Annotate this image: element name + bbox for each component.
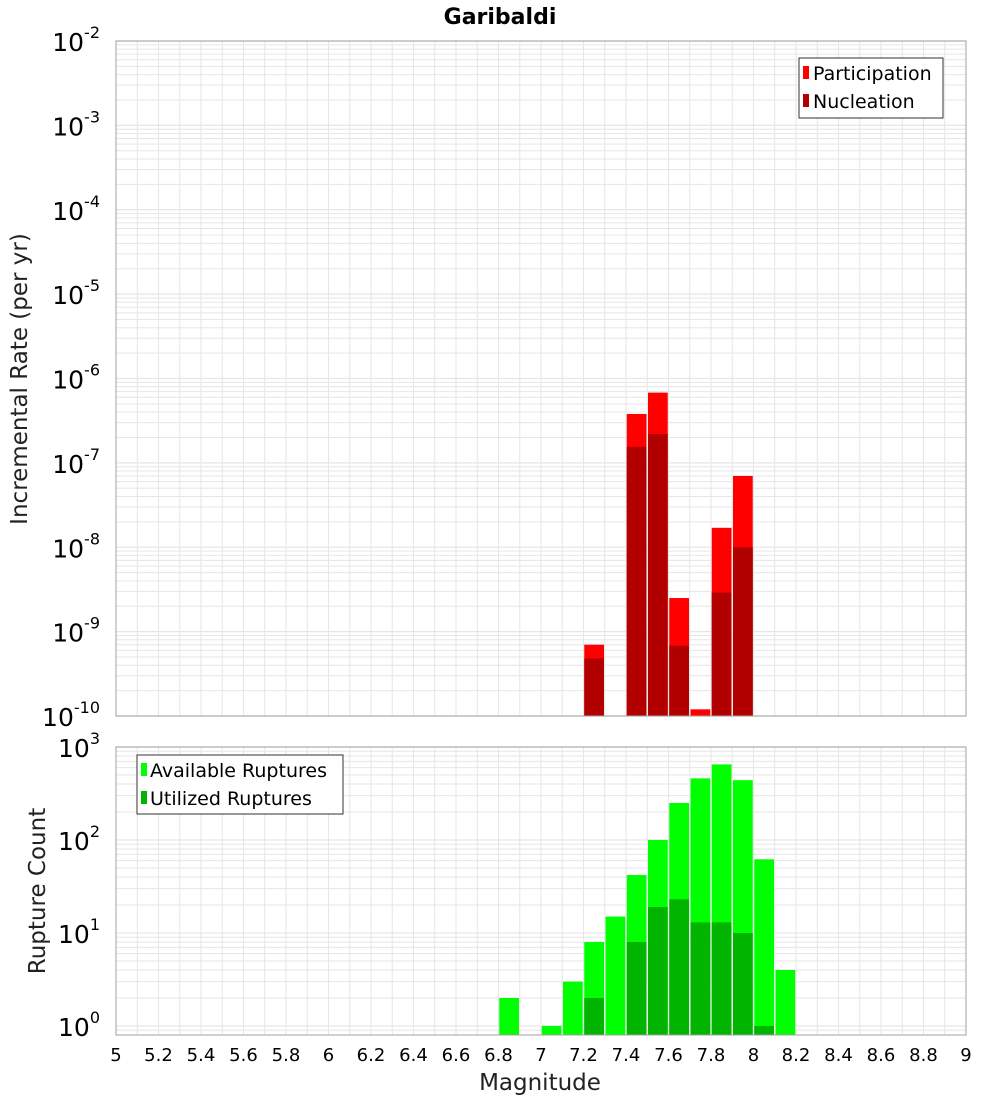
legend-swatch-available <box>141 763 147 776</box>
x-tick-label: 7 <box>535 1045 546 1066</box>
rate-bar-participation <box>690 709 711 716</box>
rate-y-ticks: 10-10 10-9 10-8 10-7 10-6 10-5 10-4 10-3 10-2 <box>42 23 100 732</box>
rate-legend-box <box>798 57 944 119</box>
rate-panel: 10-10 10-9 10-8 10-7 10-6 10-5 10-4 10-3 10-2 In… <box>7 23 967 732</box>
count-bar-available-ruptures <box>499 997 519 1035</box>
count-bar-available-ruptures <box>563 981 583 1035</box>
x-tick-label: 7.8 <box>697 1045 726 1066</box>
count-y-tick-label: 102 <box>58 822 100 856</box>
count-bar-available-ruptures <box>754 859 774 1035</box>
legend-swatch-utilized <box>141 791 147 804</box>
x-tick-label: 7.4 <box>612 1045 641 1066</box>
rate-y-tick-label: 10-7 <box>52 445 100 479</box>
chart-title: Garibaldi <box>444 5 557 30</box>
count-bar-available-ruptures <box>541 1025 562 1035</box>
rate-legend: Participation Nucleation <box>798 57 944 119</box>
rate-y-axis-title: Incremental Rate (per yr) <box>7 233 33 525</box>
count-bar-utilized-ruptures <box>626 942 647 1035</box>
count-y-tick-label: 100 <box>58 1008 100 1042</box>
x-tick-label: 6 <box>323 1045 334 1066</box>
rate-y-tick-label: 10-4 <box>52 192 100 226</box>
rate-y-tick-label: 10-9 <box>52 614 100 648</box>
count-bars <box>499 764 796 1035</box>
count-y-tick-label: 103 <box>58 729 100 763</box>
x-tick-label: 8 <box>748 1045 759 1066</box>
legend-label-available: Available Ruptures <box>150 760 327 782</box>
x-tick-label: 5.2 <box>144 1045 173 1066</box>
rate-y-tick-label: 10-3 <box>52 107 100 141</box>
count-bar-utilized-ruptures <box>584 997 604 1035</box>
rate-y-tick-label: 10-8 <box>52 529 100 563</box>
count-y-ticks: 100 101 102 103 <box>58 729 100 1042</box>
x-tick-label: 9 <box>960 1045 971 1066</box>
rate-bar-nucleation <box>626 446 647 716</box>
count-bar-utilized-ruptures <box>648 907 668 1035</box>
count-bar-utilized-ruptures <box>733 932 753 1035</box>
x-tick-label: 6.4 <box>399 1045 428 1066</box>
count-y-axis-title: Rupture Count <box>25 808 51 974</box>
rate-y-tick-label: 10-2 <box>52 23 100 57</box>
x-tick-label: 6.2 <box>357 1045 386 1066</box>
legend-label-utilized: Utilized Ruptures <box>150 788 312 810</box>
count-bar-available-ruptures <box>775 969 796 1035</box>
rate-bars <box>584 392 753 716</box>
count-bar-utilized-ruptures <box>669 899 689 1035</box>
count-legend-box <box>136 754 344 815</box>
rate-bar-nucleation <box>711 592 732 716</box>
rate-bar-nucleation <box>648 433 668 716</box>
x-tick-label: 5.6 <box>229 1045 258 1066</box>
x-tick-label: 5.8 <box>272 1045 301 1066</box>
x-tick-label: 6.8 <box>484 1045 513 1066</box>
count-y-tick-label: 101 <box>58 915 100 949</box>
rate-bar-nucleation <box>733 547 753 716</box>
x-axis-title: Magnitude <box>479 1070 601 1096</box>
x-tick-label: 7.2 <box>569 1045 598 1066</box>
legend-swatch-nucleation <box>803 94 809 107</box>
legend-label-nucleation: Nucleation <box>813 91 915 113</box>
count-bar-utilized-ruptures <box>711 922 732 1035</box>
count-bar-utilized-ruptures <box>690 922 711 1035</box>
count-bar-available-ruptures <box>605 916 626 1035</box>
count-panel: 100 101 102 103 Rupture Count Available Rup… <box>25 729 967 1042</box>
rate-gridlines <box>115 40 967 717</box>
x-tick-label: 5.4 <box>187 1045 216 1066</box>
x-axis-ticks: 5 5.2 5.4 5.6 5.8 6 6.2 6.4 6.6 6.8 7 7.2 7.4 7.6 7.8 8… <box>110 1045 971 1066</box>
count-plot-frame <box>115 746 967 1036</box>
x-tick-label: 8.2 <box>782 1045 811 1066</box>
rate-plot-frame <box>115 40 967 717</box>
x-tick-label: 8.4 <box>824 1045 853 1066</box>
rate-bar-nucleation <box>669 645 689 716</box>
legend-label-participation: Participation <box>813 63 932 85</box>
rate-y-tick-label: 10-10 <box>42 698 100 732</box>
count-bar-utilized-ruptures <box>754 1025 774 1035</box>
x-tick-label: 8.6 <box>867 1045 896 1066</box>
x-tick-label: 7.6 <box>654 1045 683 1066</box>
rate-bar-nucleation <box>584 658 604 716</box>
x-tick-label: 5 <box>110 1045 121 1066</box>
legend-swatch-participation <box>803 66 809 79</box>
count-legend: Available Ruptures Utilized Ruptures <box>136 754 344 815</box>
rate-y-tick-label: 10-6 <box>52 361 100 395</box>
x-tick-label: 6.6 <box>442 1045 471 1066</box>
rate-y-tick-label: 10-5 <box>52 276 100 310</box>
x-tick-label: 8.8 <box>909 1045 938 1066</box>
